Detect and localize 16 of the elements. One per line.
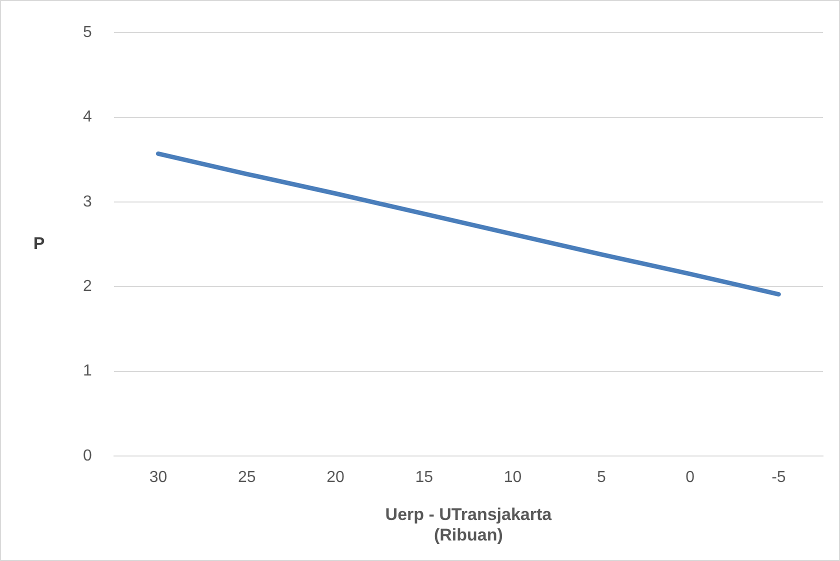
y-tick-label: 0 (82, 447, 92, 464)
x-tick-label: 0 (686, 469, 695, 486)
y-tick-label: 5 (82, 24, 92, 42)
y-axis-title: P (33, 234, 45, 253)
y-tick-label: 4 (82, 108, 92, 126)
x-tick-label: 30 (149, 469, 168, 486)
x-tick-label: 10 (504, 469, 522, 486)
y-tick-label: 2 (82, 278, 92, 296)
x-tick-label: 20 (326, 469, 344, 486)
y-tick-label: 1 (82, 362, 92, 380)
x-axis-title: Uerp - UTransjakarta (Ribuan) (385, 505, 552, 544)
x-tick-label: 15 (415, 469, 434, 486)
x-tick-label: 5 (596, 469, 606, 486)
x-tick-label: -5 (772, 469, 786, 486)
y-tick-label: 3 (82, 193, 92, 210)
x-tick-label: 25 (238, 469, 256, 486)
